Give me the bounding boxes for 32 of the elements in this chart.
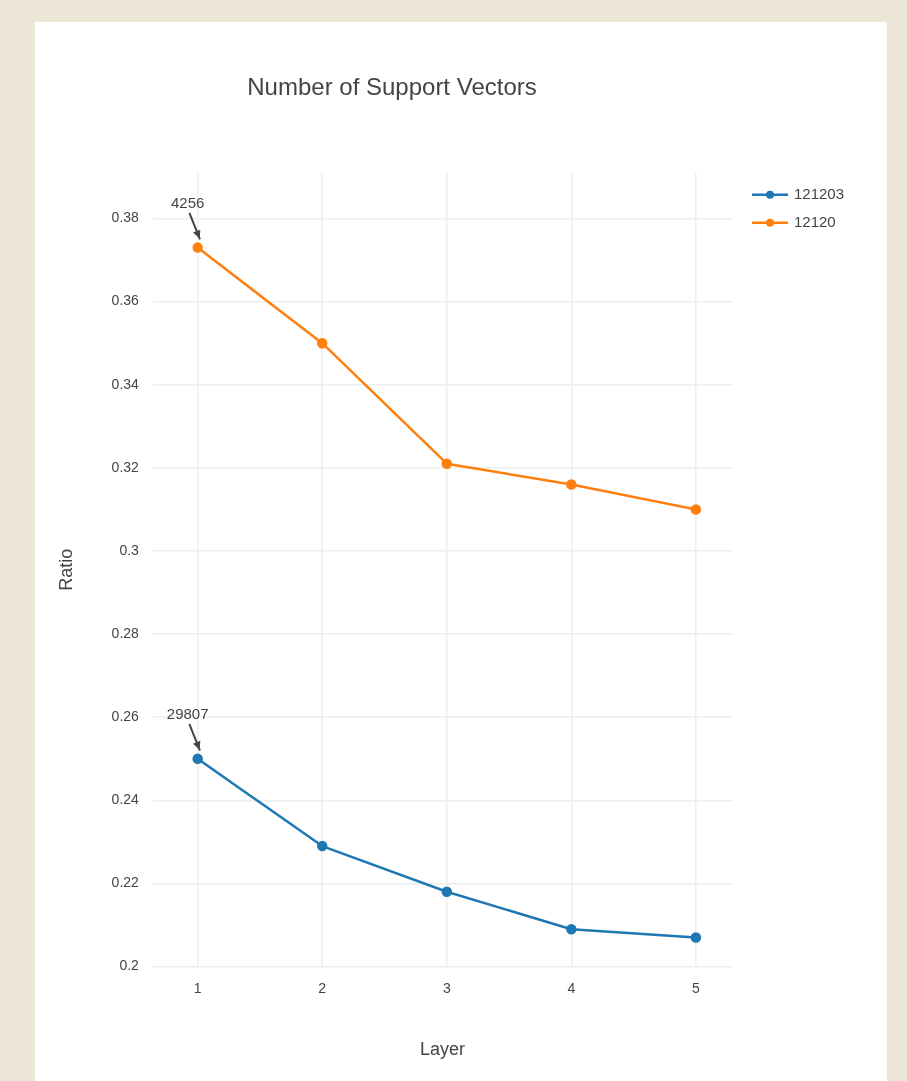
y-tick-label: 0.34	[111, 375, 140, 392]
point	[192, 753, 203, 765]
y-tick-label: 0.36	[111, 292, 140, 309]
annotation: 4256	[171, 193, 205, 211]
chart-title: Number of Support Vectors	[247, 73, 537, 101]
y-axis-title: Ratio	[55, 548, 76, 591]
point	[441, 458, 453, 469]
y-tick-label: 0.22	[111, 874, 140, 891]
y-tick-label: 0.26	[111, 708, 140, 725]
point	[690, 504, 702, 515]
y-tick-label: 0.3	[119, 541, 140, 558]
legend-label: 121203	[794, 184, 845, 202]
point	[316, 337, 328, 349]
point	[690, 932, 702, 943]
y-tick-label: 0.32	[111, 458, 140, 475]
legend-label: 12120	[794, 212, 836, 230]
x-tick-label: 5	[691, 979, 700, 996]
y-tick-label: 0.38	[111, 209, 140, 226]
point	[566, 923, 577, 935]
point	[192, 242, 203, 253]
y-tick-label: 0.2	[119, 957, 140, 974]
x-tick-label: 3	[442, 979, 451, 996]
y-tick-label: 0.24	[111, 791, 140, 808]
y-tick-label: 0.28	[111, 624, 140, 641]
x-tick-label: 2	[318, 979, 327, 996]
point	[566, 479, 577, 490]
x-tick-label: 1	[193, 979, 202, 996]
point	[441, 886, 453, 898]
annotation: 29807	[166, 704, 209, 722]
x-axis-title: Layer	[419, 1039, 465, 1060]
point	[316, 840, 328, 852]
x-tick-label: 4	[567, 979, 576, 996]
